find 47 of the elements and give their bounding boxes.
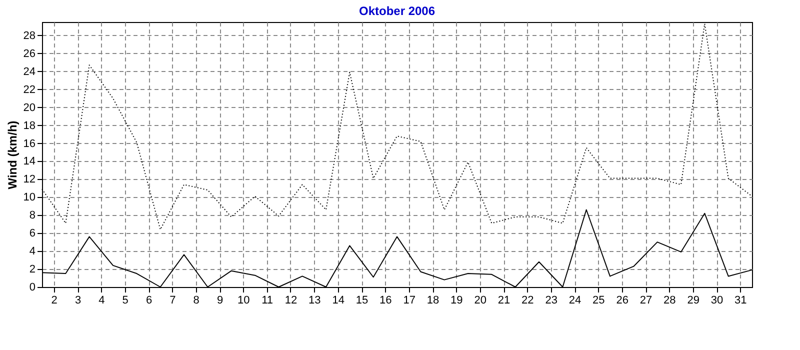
y-tick-label: 6 xyxy=(29,228,36,240)
x-tick-label: 20 xyxy=(474,294,486,306)
x-tick-label: 16 xyxy=(380,294,392,306)
x-tick-label: 29 xyxy=(687,294,700,306)
x-tick-label: 14 xyxy=(332,294,344,306)
x-tick-label: 18 xyxy=(426,294,440,306)
y-axis-title: Wind (km/h) xyxy=(5,120,20,190)
x-tick-label: 10 xyxy=(238,294,250,306)
y-tick-label: 16 xyxy=(23,138,36,150)
x-tick-label: 5 xyxy=(122,294,128,306)
x-tick-label: 28 xyxy=(664,294,676,306)
x-tick-label: 27 xyxy=(640,294,652,306)
x-tick-label: 17 xyxy=(403,294,416,306)
x-tick-label: 26 xyxy=(616,294,628,306)
x-tick-label: 8 xyxy=(193,294,200,306)
x-tick-label: 11 xyxy=(262,294,274,306)
chart-title: Oktober 2006 xyxy=(358,4,436,18)
x-tick-label: 22 xyxy=(522,294,534,306)
x-tick-label: 12 xyxy=(284,294,298,306)
y-tick-label: 28 xyxy=(23,30,36,42)
y-tick-label: 2 xyxy=(29,264,36,276)
x-tick-label: 19 xyxy=(450,294,463,306)
x-tick-label: 15 xyxy=(356,294,368,306)
y-tick-label: 0 xyxy=(29,282,36,294)
x-tick-label: 30 xyxy=(710,294,724,306)
x-tick-label: 31 xyxy=(734,294,747,306)
y-tick-label: 20 xyxy=(23,102,36,114)
y-tick-label: 10 xyxy=(23,192,36,204)
x-tick-label: 9 xyxy=(216,294,224,306)
x-tick-label: 7 xyxy=(170,294,176,306)
y-tick-label: 4 xyxy=(29,246,36,258)
x-tick-label: 21 xyxy=(498,294,510,306)
x-tick-label: 13 xyxy=(308,294,321,306)
y-tick-label: 18 xyxy=(23,120,36,132)
x-tick-label: 2 xyxy=(51,294,58,306)
x-tick-label: 25 xyxy=(592,294,605,306)
x-tick-label: 23 xyxy=(545,294,558,306)
y-tick-label: 12 xyxy=(23,174,36,186)
x-tick-label: 24 xyxy=(568,294,582,306)
y-tick-label: 24 xyxy=(23,66,36,78)
y-tick-label: 26 xyxy=(23,48,36,60)
x-tick-label: 4 xyxy=(98,294,105,306)
y-tick-label: 14 xyxy=(23,156,36,168)
x-tick-label: 6 xyxy=(146,294,152,306)
y-tick-label: 8 xyxy=(29,210,36,222)
x-tick-label: 3 xyxy=(74,294,82,306)
y-tick-label: 22 xyxy=(23,84,36,96)
